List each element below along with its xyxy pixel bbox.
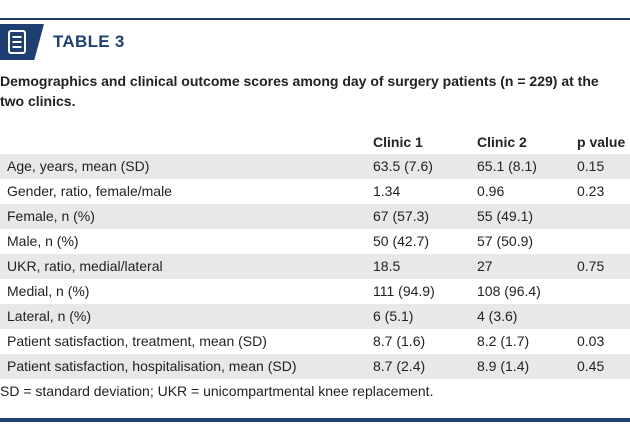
table-label: TABLE 3 [53, 32, 125, 51]
cell-p-value: 0.75 [577, 258, 605, 274]
cell-clinic2: 8.9 (1.4) [477, 358, 530, 374]
cell-p-value: 0.03 [577, 333, 605, 349]
cell-clinic2: 108 (96.4) [477, 283, 541, 299]
cell-clinic2: 65.1 (8.1) [477, 158, 537, 174]
row-label: Gender, ratio, female/male [7, 183, 172, 199]
table-row: Age, years, mean (SD) 63.5 (7.6) 65.1 (8.1… [0, 154, 630, 179]
cell-p-value: 0.45 [577, 358, 605, 374]
table-row: Male, n (%) 50 (42.7) 57 (50.9) [0, 229, 630, 254]
row-label: Lateral, n (%) [7, 308, 92, 324]
column-header-clinic1: Clinic 1 [373, 134, 423, 150]
data-table: Clinic 1 Clinic 2 p value Age, years, me… [0, 130, 630, 379]
cell-clinic1: 8.7 (2.4) [373, 358, 426, 374]
row-label: Patient satisfaction, treatment, mean (S… [7, 333, 267, 349]
column-header-clinic2: Clinic 2 [477, 134, 527, 150]
cell-clinic1: 50 (42.7) [373, 233, 430, 249]
table-header-row: Clinic 1 Clinic 2 p value [0, 130, 630, 154]
cell-clinic2: 0.96 [477, 183, 505, 199]
row-label: Male, n (%) [7, 233, 79, 249]
cell-p-value: 0.15 [577, 158, 605, 174]
table-row: UKR, ratio, medial/lateral 18.5 27 0.75 [0, 254, 630, 279]
table-row: Lateral, n (%) 6 (5.1) 4 (3.6) [0, 304, 630, 329]
cell-p-value: 0.23 [577, 183, 605, 199]
row-label: Age, years, mean (SD) [7, 158, 150, 174]
cell-clinic1: 1.34 [373, 183, 401, 199]
table-row: Patient satisfaction, hospitalisation, m… [0, 354, 630, 379]
row-label: Female, n (%) [7, 208, 95, 224]
row-label: Medial, n (%) [7, 283, 90, 299]
cell-clinic1: 63.5 (7.6) [373, 158, 433, 174]
cell-clinic2: 27 [477, 258, 493, 274]
cell-clinic1: 8.7 (1.6) [373, 333, 426, 349]
cell-clinic1: 18.5 [373, 258, 401, 274]
table-row: Patient satisfaction, treatment, mean (S… [0, 329, 630, 354]
cell-clinic2: 55 (49.1) [477, 208, 534, 224]
column-header-p-value: p value [577, 134, 626, 150]
table-row: Female, n (%) 67 (57.3) 55 (49.1) [0, 204, 630, 229]
table-badge [0, 24, 44, 60]
cell-clinic1: 111 (94.9) [373, 283, 435, 299]
row-label: Patient satisfaction, hospitalisation, m… [7, 358, 297, 374]
bottom-rule [0, 418, 630, 422]
document-list-icon [8, 30, 26, 54]
table-body: Age, years, mean (SD) 63.5 (7.6) 65.1 (8.1… [0, 154, 630, 379]
cell-clinic2: 57 (50.9) [477, 233, 534, 249]
table-caption: Demographics and clinical outcome scores… [0, 73, 599, 109]
cell-clinic2: 4 (3.6) [477, 308, 518, 324]
top-rule [0, 18, 630, 20]
table-header: TABLE 3 [0, 24, 630, 60]
table-footnote: SD = standard deviation; UKR = unicompar… [0, 383, 434, 399]
cell-clinic1: 6 (5.1) [373, 308, 414, 324]
row-label: UKR, ratio, medial/lateral [7, 258, 163, 274]
table-row: Medial, n (%) 111 (94.9) 108 (96.4) [0, 279, 630, 304]
cell-clinic2: 8.2 (1.7) [477, 333, 530, 349]
table-row: Gender, ratio, female/male 1.34 0.96 0.23 [0, 179, 630, 204]
cell-clinic1: 67 (57.3) [373, 208, 430, 224]
